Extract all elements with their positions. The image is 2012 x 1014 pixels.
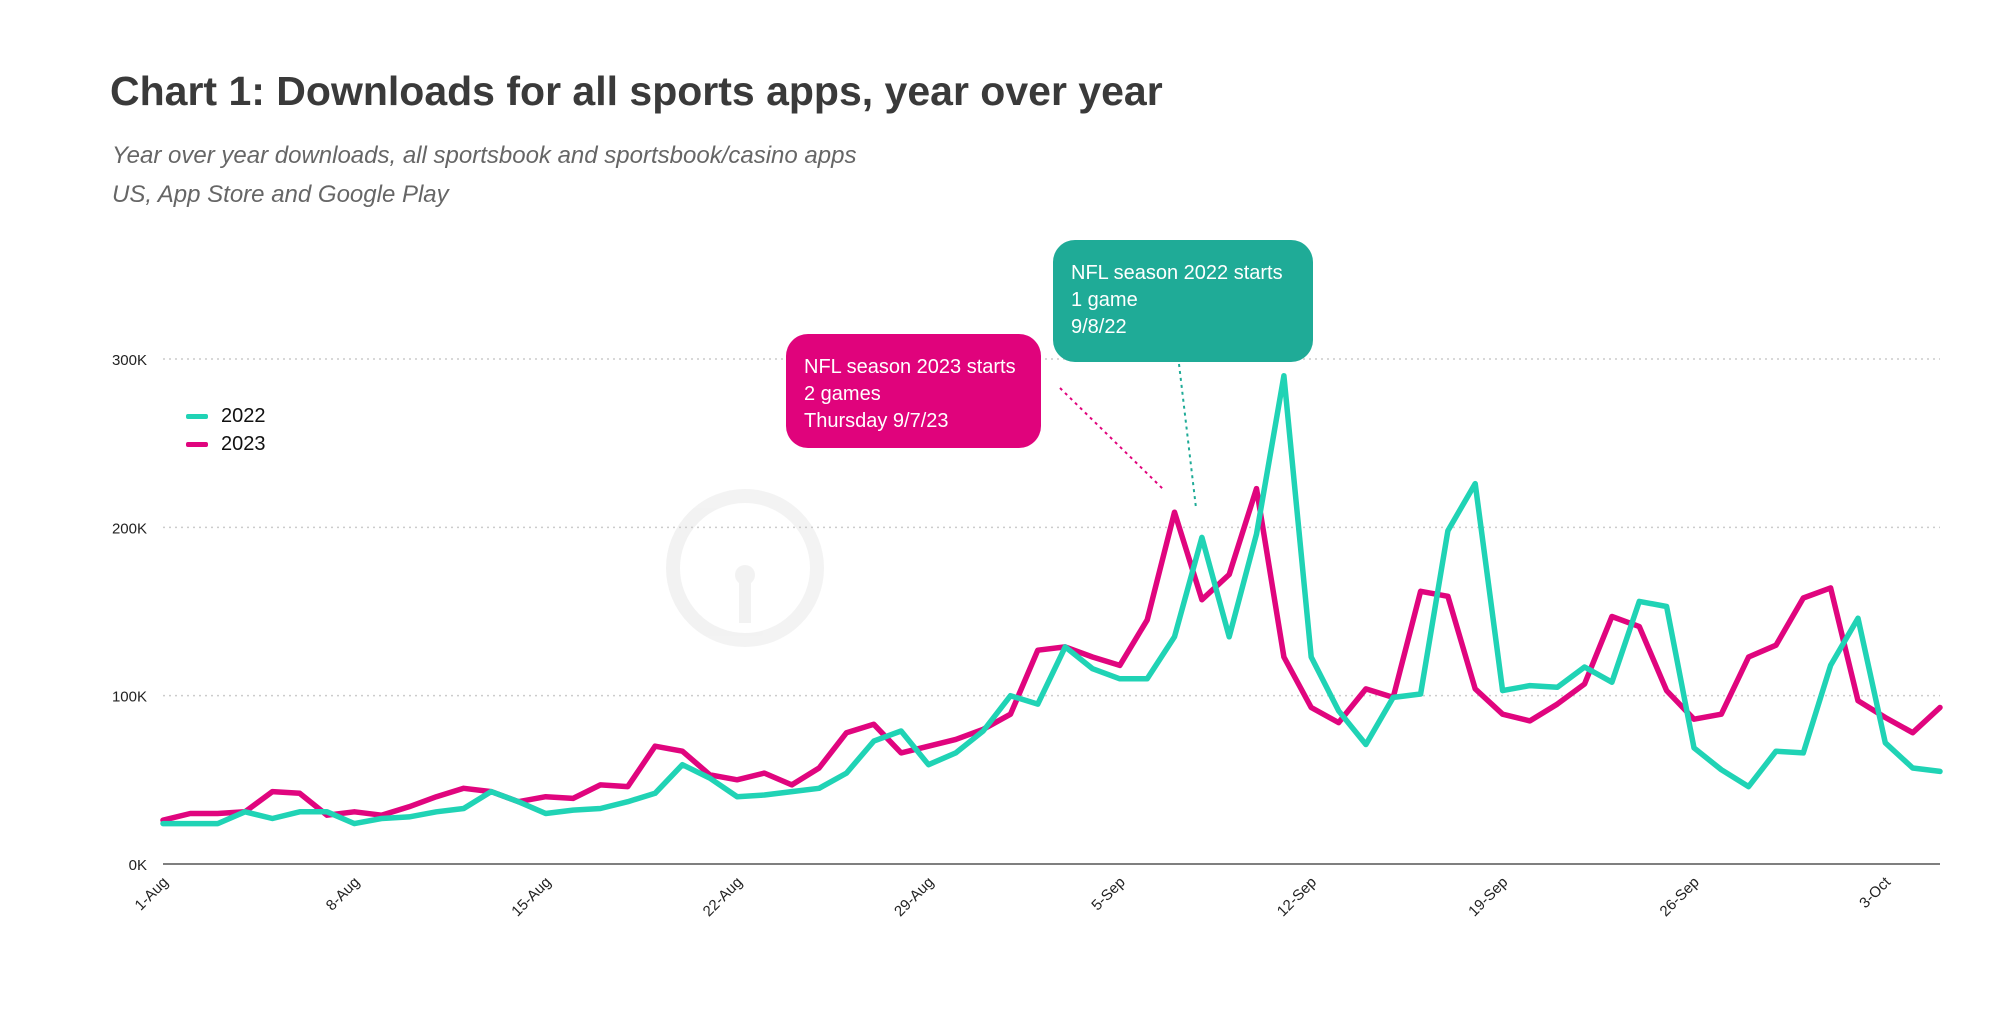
legend-label-2023: 2023 [221,432,266,455]
chart-legend: 2022 2023 [186,402,266,458]
callout-2023-line-2: 2 games [804,383,881,405]
legend-label-2022: 2022 [221,404,266,427]
x-tick-label: 8-Aug [323,874,363,914]
x-tick-label: 29-Aug [891,874,937,920]
chart-subtitle: Year over year downloads, all sportsbook… [112,136,856,214]
x-tick-label: 26-Sep [1657,874,1703,920]
y-tick-label: 0K [129,857,147,874]
y-tick-label: 300K [112,352,147,369]
x-tick-label: 12-Sep [1274,874,1320,920]
legend-item-2023: 2023 [186,430,266,458]
series-line-2022 [160,373,1943,827]
x-tick-label: 1-Aug [132,874,172,914]
y-tick-label: 200K [112,520,147,537]
x-tick-label: 22-Aug [700,874,746,920]
callout-2023-line-3: Thursday 9/7/23 [804,410,949,432]
watermark-logo [666,489,824,647]
legend-item-2022: 2022 [186,402,266,430]
subtitle-line-1: Year over year downloads, all sportsbook… [112,142,857,169]
callout-nfl-2022: NFL season 2022 starts 1 game 9/8/22 [1053,240,1313,362]
legend-swatch-2023 [186,441,208,447]
callout-2022-pointer [1178,363,1197,509]
series-line-2023 [160,485,1943,823]
callout-2022-line-3: 9/8/22 [1071,316,1127,338]
callout-nfl-2023: NFL season 2023 starts 2 games Thursday … [786,334,1041,448]
x-tick-label: 19-Sep [1465,874,1511,920]
x-tick-label: 15-Aug [508,874,554,920]
callout-2022-line-2: 1 game [1071,289,1138,311]
callout-2022-line-1: NFL season 2022 starts [1071,262,1283,284]
chart-title: Chart 1: Downloads for all sports apps, … [110,68,1163,114]
x-tick-label: 3-Oct [1856,873,1895,912]
y-tick-label: 100K [112,689,147,706]
callout-2023-line-1: NFL season 2023 starts [804,356,1016,378]
subtitle-line-2: US, App Store and Google Play [112,181,449,208]
x-tick-label: 5-Sep [1088,874,1128,914]
legend-swatch-2022 [186,413,208,419]
callout-2023-pointer [1059,387,1165,491]
